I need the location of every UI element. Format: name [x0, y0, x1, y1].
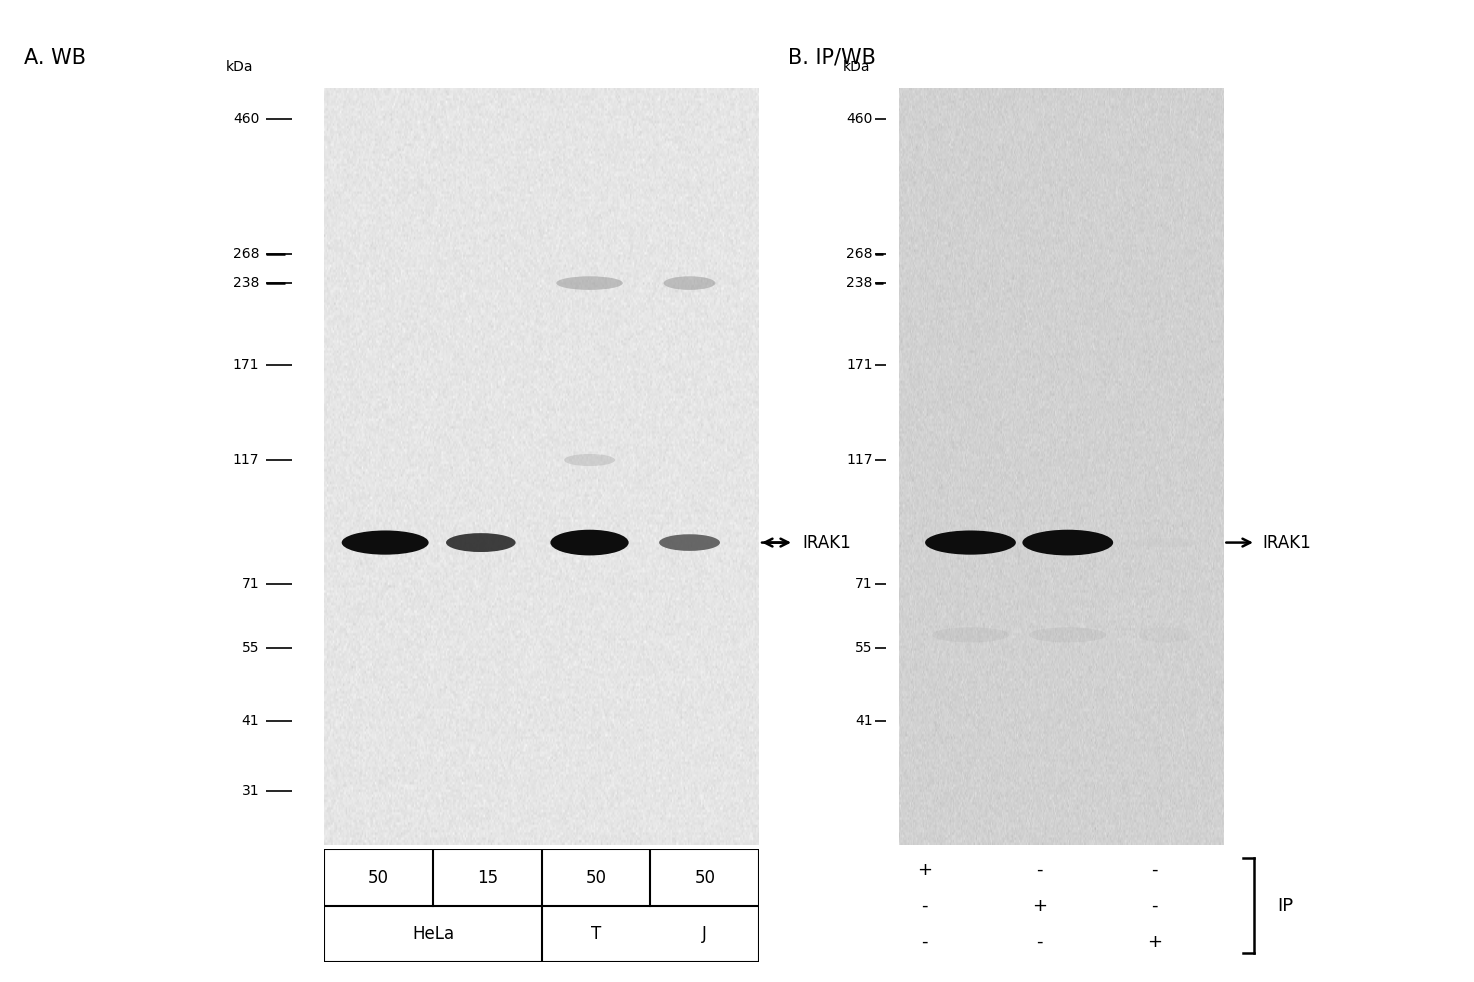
Text: 268: 268: [846, 246, 873, 260]
Text: T: T: [591, 925, 601, 943]
Text: 238: 238: [846, 276, 873, 290]
Text: 31: 31: [242, 784, 259, 798]
Ellipse shape: [556, 276, 624, 290]
Text: IRAK1: IRAK1: [802, 533, 852, 552]
Text: J: J: [702, 925, 708, 943]
Text: -: -: [921, 933, 927, 951]
Ellipse shape: [447, 533, 516, 552]
Text: IRAK1: IRAK1: [1262, 533, 1310, 552]
Ellipse shape: [1132, 538, 1197, 547]
Text: 268: 268: [233, 246, 259, 260]
Text: 117: 117: [846, 453, 873, 467]
Text: IP: IP: [1276, 897, 1293, 915]
Ellipse shape: [342, 530, 429, 555]
Ellipse shape: [659, 534, 719, 551]
Text: +: +: [917, 861, 932, 879]
Text: 55: 55: [855, 641, 873, 655]
Text: 71: 71: [242, 577, 259, 591]
Text: 460: 460: [233, 112, 259, 126]
Ellipse shape: [550, 529, 628, 556]
Ellipse shape: [926, 530, 1016, 555]
Text: +: +: [1032, 897, 1047, 915]
Text: -: -: [1036, 861, 1042, 879]
Text: 71: 71: [855, 577, 873, 591]
Text: 460: 460: [846, 112, 873, 126]
Ellipse shape: [932, 627, 1010, 642]
Text: -: -: [1036, 933, 1042, 951]
Text: 171: 171: [846, 358, 873, 372]
Text: 41: 41: [855, 714, 873, 729]
Ellipse shape: [663, 276, 715, 290]
Text: 50: 50: [368, 869, 389, 887]
Text: -: -: [921, 897, 927, 915]
Text: kDa: kDa: [226, 60, 254, 74]
Ellipse shape: [565, 454, 615, 466]
Text: -: -: [1151, 861, 1157, 879]
Text: -: -: [1151, 897, 1157, 915]
Text: A. WB: A. WB: [24, 48, 87, 68]
Text: 50: 50: [585, 869, 606, 887]
Text: 41: 41: [242, 714, 259, 729]
Text: kDa: kDa: [843, 60, 870, 74]
Ellipse shape: [1023, 529, 1113, 556]
Ellipse shape: [1138, 627, 1192, 642]
Text: 55: 55: [242, 641, 259, 655]
Text: B. IP/WB: B. IP/WB: [787, 48, 876, 68]
Ellipse shape: [1029, 627, 1107, 642]
Text: 238: 238: [233, 276, 259, 290]
Text: 50: 50: [694, 869, 715, 887]
Text: +: +: [1147, 933, 1162, 951]
Text: HeLa: HeLa: [411, 925, 454, 943]
Text: 117: 117: [233, 453, 259, 467]
Text: 171: 171: [233, 358, 259, 372]
Text: 15: 15: [476, 869, 498, 887]
